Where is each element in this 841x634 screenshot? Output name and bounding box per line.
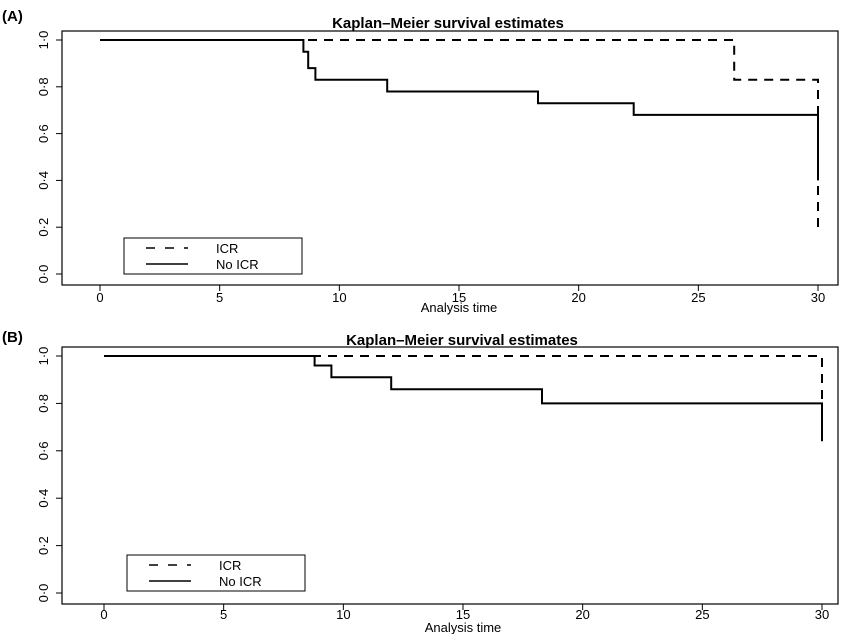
panel-b: (B) Kaplan–Meier survival estimates 0 5 10 15… <box>2 329 839 634</box>
panel-a-x-tick-label: 30 <box>811 290 825 305</box>
panel-b-y-tick-label: 0·2 <box>36 536 51 555</box>
panel-b-legend-label: No ICR <box>219 574 262 589</box>
panel-b-y-tick-label: 1·0 <box>36 347 51 366</box>
panel-b-x-axis-title: Analysis time <box>425 620 502 634</box>
panel-a-series-icr-line <box>100 39 819 228</box>
panel-b-series-no-icr-line <box>104 355 823 442</box>
panel-b-x-tick-label: 0 <box>100 607 107 622</box>
panel-a-plot-frame <box>61 30 839 286</box>
panel-a-label: (A) <box>2 8 23 25</box>
panel-a-x-tick-label: 0 <box>96 290 103 305</box>
panel-a-y-tick-label: 0·6 <box>36 124 51 143</box>
panel-a-y-tick-label: 0·8 <box>36 77 51 96</box>
panel-a-legend-label: No ICR <box>216 257 259 272</box>
panel-b-plot-frame <box>61 346 839 605</box>
panel-b-x-tick-label: 5 <box>220 607 227 622</box>
panel-b-x-tick-label: 10 <box>336 607 350 622</box>
panel-a-legend-box <box>123 237 303 275</box>
panel-a-title: Kaplan–Meier survival estimates <box>332 15 564 32</box>
panel-a: (A) Kaplan–Meier survival estimates 0 5 10 15… <box>2 8 839 315</box>
panel-b-y-tick-label: 0·0 <box>36 584 51 603</box>
panel-a-y-tick-label: 0·4 <box>36 171 51 190</box>
panel-b-x-tick-label: 15 <box>456 607 470 622</box>
panel-b-label: (B) <box>2 329 23 346</box>
panel-a-x-axis-title: Analysis time <box>421 300 498 315</box>
panel-a-legend-label: ICR <box>216 241 238 256</box>
panel-b-x-tick-label: 20 <box>575 607 589 622</box>
panel-a-y-tick-label: 0·2 <box>36 218 51 237</box>
panel-b-y-tick-label: 0·6 <box>36 441 51 460</box>
panel-b-x-tick-label: 25 <box>695 607 709 622</box>
panel-b-y-tick-label: 0·4 <box>36 489 51 508</box>
panel-b-y-tick-label: 0·8 <box>36 394 51 413</box>
panel-b-x-tick-label: 30 <box>815 607 829 622</box>
panel-a-x-tick-label: 10 <box>332 290 346 305</box>
panel-b-title: Kaplan–Meier survival estimates <box>346 332 578 349</box>
panel-a-x-tick-label: 20 <box>571 290 585 305</box>
panel-a-series-no-icr-line <box>100 39 819 181</box>
panel-a-x-tick-label: 5 <box>216 290 223 305</box>
panel-b-legend-label: ICR <box>219 558 241 573</box>
panel-a-y-tick-label: 1·0 <box>36 31 51 50</box>
panel-a-y-tick-label: 0·0 <box>36 265 51 284</box>
panel-a-x-tick-label: 25 <box>691 290 705 305</box>
panel-a-x-tick-label: 15 <box>452 290 466 305</box>
panel-b-series-icr-line <box>104 355 823 404</box>
panel-b-legend-box <box>126 554 306 592</box>
